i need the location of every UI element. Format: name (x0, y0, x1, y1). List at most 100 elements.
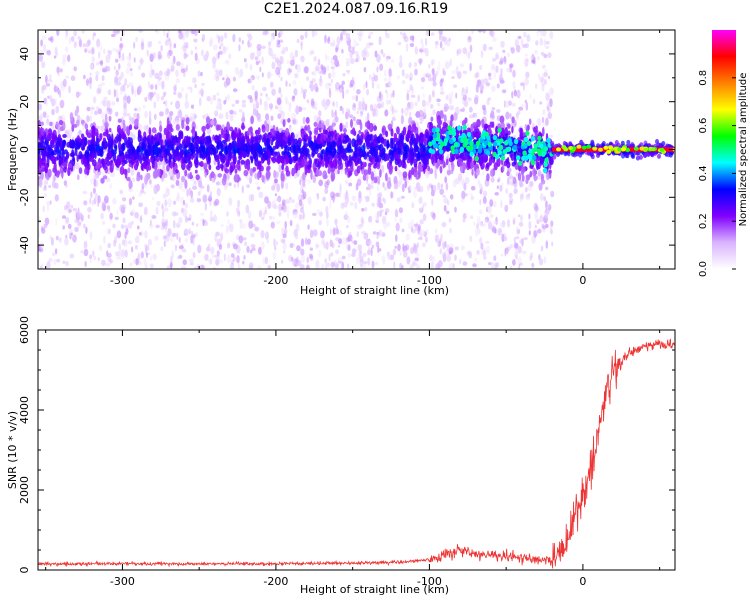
spectrogram-cell (360, 216, 364, 224)
spectrogram-cell (525, 102, 529, 111)
spectrogram-cell (59, 126, 64, 132)
spectrogram-cell (466, 250, 472, 256)
spectrogram-cell (62, 225, 65, 230)
spectrogram-cell (255, 60, 259, 66)
spectrogram-cell (494, 192, 500, 196)
spectrogram-cell (44, 193, 48, 198)
spectrogram-cell (426, 30, 430, 36)
spectrogram-cell (47, 95, 50, 100)
spectrogram-cell (200, 49, 204, 57)
spectrogram-cell (175, 179, 180, 186)
spectrogram-cell (438, 30, 443, 35)
spectrogram-cell (384, 186, 387, 191)
spectrogram-cell (239, 218, 243, 223)
spectrogram-cell (223, 80, 228, 88)
spectrogram-cell (355, 94, 359, 102)
spectrogram-cell (186, 188, 189, 197)
spectrogram-cell (59, 237, 62, 243)
spectrogram-cell (84, 48, 88, 53)
spectrogram-cell (169, 39, 172, 48)
spectrogram-cell (238, 109, 243, 113)
spectrogram-cell (396, 141, 401, 145)
spectrogram-cell (548, 134, 554, 138)
spectrogram-cell (70, 205, 74, 209)
spectrogram-cell (45, 263, 51, 269)
spectrogram-cell (62, 260, 66, 265)
spectrogram-cell (111, 101, 116, 106)
spectrogram-cell (220, 35, 224, 43)
spectrogram-cell (46, 156, 50, 166)
spectrogram-cell (90, 191, 93, 199)
spectrogram-cell (91, 125, 96, 135)
spectrogram-cell (108, 127, 112, 133)
spectrogram-cell (259, 97, 262, 106)
spectrogram-cell (469, 106, 473, 113)
spectrogram-cell (518, 263, 521, 269)
spectrogram-cell (157, 76, 162, 81)
spectrogram-cell (97, 257, 100, 262)
spectrogram-cell (108, 115, 112, 122)
spectrogram-cell (218, 45, 222, 50)
spectrogram-cell (520, 38, 524, 47)
spectrogram-cell (525, 194, 530, 201)
spectrogram-cell (89, 254, 93, 260)
spectrogram-cell (184, 169, 188, 177)
spectrogram-cell (86, 78, 89, 86)
spectrogram-cell (280, 238, 286, 243)
spectrogram-cell (550, 225, 553, 234)
spectrogram-cell (161, 203, 164, 210)
spectrogram-cell (308, 253, 313, 259)
spectrogram-cell (267, 203, 271, 210)
spectrogram-cell (283, 250, 286, 254)
spectrogram-cell (82, 190, 88, 195)
spectrogram-cell (252, 166, 257, 172)
spectrogram-cell (321, 263, 324, 269)
spectrogram-cell (120, 37, 123, 42)
spectrogram-cell (232, 88, 238, 93)
spectrogram-cell (474, 94, 479, 102)
spectrogram-cell (456, 125, 462, 131)
spectrogram-cell (495, 52, 499, 60)
spectrogram-cell (543, 256, 547, 264)
spectrogram-cell (441, 221, 447, 228)
spectrogram-cell (313, 30, 318, 36)
spectrogram-cell (547, 52, 552, 58)
spectrogram-cell (144, 96, 148, 103)
spectrogram-cell (218, 113, 224, 120)
spectrogram-cell (341, 49, 344, 54)
spectrogram-cell (366, 134, 371, 141)
spectrogram-cell (382, 182, 385, 188)
spectrogram-cell (485, 150, 491, 156)
spectrogram-cell (511, 102, 516, 107)
spectrogram-cell (140, 215, 143, 224)
spectrogram-cell (124, 249, 128, 258)
spectrogram-cell (343, 128, 347, 134)
spectrogram-cell (542, 121, 546, 128)
spectrogram-cell (401, 183, 405, 193)
spectrogram-cell (364, 207, 368, 212)
spectrogram-cell (122, 30, 126, 37)
spectrogram-cell (404, 73, 410, 79)
spectrogram-cell (181, 175, 185, 183)
spectrogram-cell (329, 125, 334, 132)
spectrogram-cell (523, 136, 529, 142)
spectrogram-cell (132, 259, 136, 264)
spectrogram-cell (341, 261, 345, 269)
spectrogram-cell (495, 65, 499, 73)
spectrogram-cell (320, 70, 325, 75)
spectrogram-cell (292, 144, 296, 154)
spectrogram-cell (270, 35, 274, 42)
spectrogram-cell (89, 259, 92, 264)
spectrogram-cell (205, 123, 210, 130)
spectrogram-cell (62, 53, 67, 62)
spectrogram-cell (406, 256, 411, 265)
spectrogram-cell (480, 79, 484, 84)
spectrogram-cell (272, 251, 277, 260)
spectrogram-cell (137, 252, 141, 261)
spectrogram-cell (301, 160, 305, 168)
spectrogram-cell (503, 233, 506, 237)
spectrogram-cell (74, 162, 80, 170)
spectrogram-cell (488, 30, 494, 37)
spectrogram-cell (150, 255, 153, 261)
spectrogram-cell (498, 144, 504, 150)
